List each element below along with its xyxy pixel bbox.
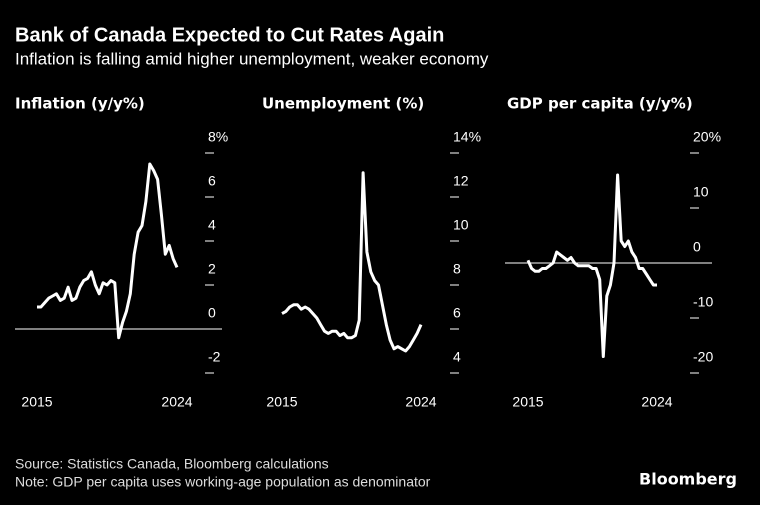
y-tick-label: -2 <box>208 349 221 365</box>
brand: Bloomberg <box>639 470 737 489</box>
y-tick-label: 0 <box>693 239 701 255</box>
data-line <box>37 162 179 340</box>
y-tick-label: 12 <box>453 173 469 189</box>
y-tick-label: 10 <box>693 184 709 200</box>
y-tick-label: 8% <box>208 129 228 145</box>
y-tick-label: 4 <box>453 349 461 365</box>
x-tick-label: 2015 <box>266 394 297 410</box>
y-tick-label: 6 <box>453 305 461 321</box>
data-line <box>281 171 423 353</box>
y-tick-label: 8 <box>453 261 461 277</box>
title: Bank of Canada Expected to Cut Rates Aga… <box>15 24 444 46</box>
y-tick-label: 2 <box>208 261 216 277</box>
note: Note: GDP per capita uses working-age po… <box>15 474 431 490</box>
panel-title: GDP per capita (y/y%) <box>507 95 693 113</box>
y-tick-label: 20% <box>693 129 721 145</box>
y-tick-label: 6 <box>208 173 216 189</box>
y-tick-label: 14% <box>453 129 481 145</box>
x-tick-label: 2024 <box>641 394 672 410</box>
panel-title: Unemployment (%) <box>262 95 424 113</box>
source: Source: Statistics Canada, Bloomberg cal… <box>15 456 329 472</box>
y-tick-label: -20 <box>693 349 713 365</box>
x-tick-label: 2015 <box>512 394 543 410</box>
y-tick-label: 4 <box>208 217 216 233</box>
y-tick-label: 10 <box>453 217 469 233</box>
subtitle: Inflation is falling amid higher unemplo… <box>15 49 489 68</box>
x-tick-label: 2024 <box>161 394 192 410</box>
x-tick-label: 2024 <box>405 394 436 410</box>
y-tick-label: -10 <box>693 294 713 310</box>
data-line <box>526 173 657 358</box>
panel-title: Inflation (y/y%) <box>15 95 145 113</box>
y-tick-label: 0 <box>208 305 216 321</box>
x-tick-label: 2015 <box>21 394 52 410</box>
